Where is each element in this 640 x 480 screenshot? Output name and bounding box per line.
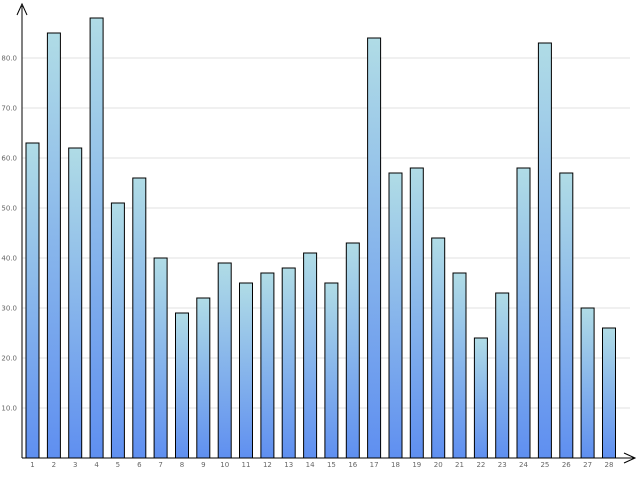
x-tick-label: 13 (284, 461, 293, 469)
x-tick-label: 27 (583, 461, 592, 469)
bar-8 (175, 312, 189, 459)
bar-17 (367, 37, 382, 459)
x-tick-label: 28 (605, 461, 614, 469)
x-tick-label: 10 (220, 461, 229, 469)
bar-9 (196, 297, 211, 459)
x-tick-label: 18 (391, 461, 400, 469)
x-axis-arrow-icon (623, 452, 637, 464)
bar-1 (25, 142, 40, 459)
bar-7 (153, 257, 168, 459)
y-tick-label: 50.0 (1, 205, 17, 213)
bar-21 (452, 272, 467, 459)
y-axis-arrow-icon (16, 2, 28, 16)
y-tick-labels: 10.0 20.0 30.0 40.0 50.0 60.0 70.0 80.0 (1, 55, 17, 413)
x-tick-label: 24 (519, 461, 528, 469)
bar-24 (516, 167, 531, 459)
bar-28 (602, 327, 616, 459)
y-tick-label: 20.0 (1, 355, 17, 363)
x-tick-label: 4 (94, 461, 99, 469)
x-tick-label: 8 (180, 461, 184, 469)
bar-20 (431, 237, 446, 459)
x-tick-label: 16 (348, 461, 357, 469)
bar-23 (495, 292, 510, 459)
y-tick-label: 10.0 (1, 405, 17, 413)
bar-6 (132, 177, 147, 459)
bar-16 (345, 242, 360, 459)
bar-15 (324, 282, 339, 459)
bar-18 (388, 172, 403, 459)
x-tick-label: 14 (306, 461, 315, 469)
x-tick-label: 9 (201, 461, 205, 469)
x-tick-label: 3 (73, 461, 77, 469)
bar-12 (260, 272, 275, 459)
axes (16, 2, 637, 464)
x-tick-label: 15 (327, 461, 336, 469)
bar-25 (537, 42, 552, 459)
bar-4 (89, 17, 104, 459)
x-tick-label: 22 (476, 461, 485, 469)
y-tick-label: 30.0 (1, 305, 17, 313)
x-tick-label: 20 (434, 461, 443, 469)
bars (25, 17, 616, 459)
y-tick-label: 80.0 (1, 55, 17, 63)
bar-5 (110, 202, 125, 459)
x-tick-label: 26 (562, 461, 571, 469)
x-tick-label: 25 (540, 461, 549, 469)
x-tick-label: 19 (412, 461, 421, 469)
bar-26 (559, 172, 574, 459)
bar-2 (46, 32, 61, 459)
y-tick-label: 70.0 (1, 105, 17, 113)
x-tick-labels: 1 2 3 4 5 6 7 8 9 10 11 12 13 14 15 16 17 18 19 20 21 22 23 24 2… (30, 461, 613, 469)
bar-13 (281, 267, 296, 459)
x-tick-label: 1 (30, 461, 34, 469)
x-tick-label: 12 (263, 461, 272, 469)
bar-10 (217, 262, 232, 459)
y-tick-label: 60.0 (1, 155, 17, 163)
x-tick-label: 7 (158, 461, 162, 469)
bar-22 (473, 337, 488, 459)
x-tick-label: 21 (455, 461, 464, 469)
x-tick-label: 17 (370, 461, 379, 469)
x-tick-label: 5 (116, 461, 120, 469)
bar-19 (409, 167, 424, 459)
bar-11 (239, 282, 253, 459)
y-tick-label: 40.0 (1, 255, 17, 263)
x-tick-label: 11 (242, 461, 251, 469)
bar-14 (303, 252, 318, 459)
bar-27 (580, 307, 595, 459)
x-tick-label: 6 (137, 461, 142, 469)
x-tick-label: 23 (498, 461, 507, 469)
bar-3 (68, 147, 83, 459)
x-tick-label: 2 (52, 461, 56, 469)
